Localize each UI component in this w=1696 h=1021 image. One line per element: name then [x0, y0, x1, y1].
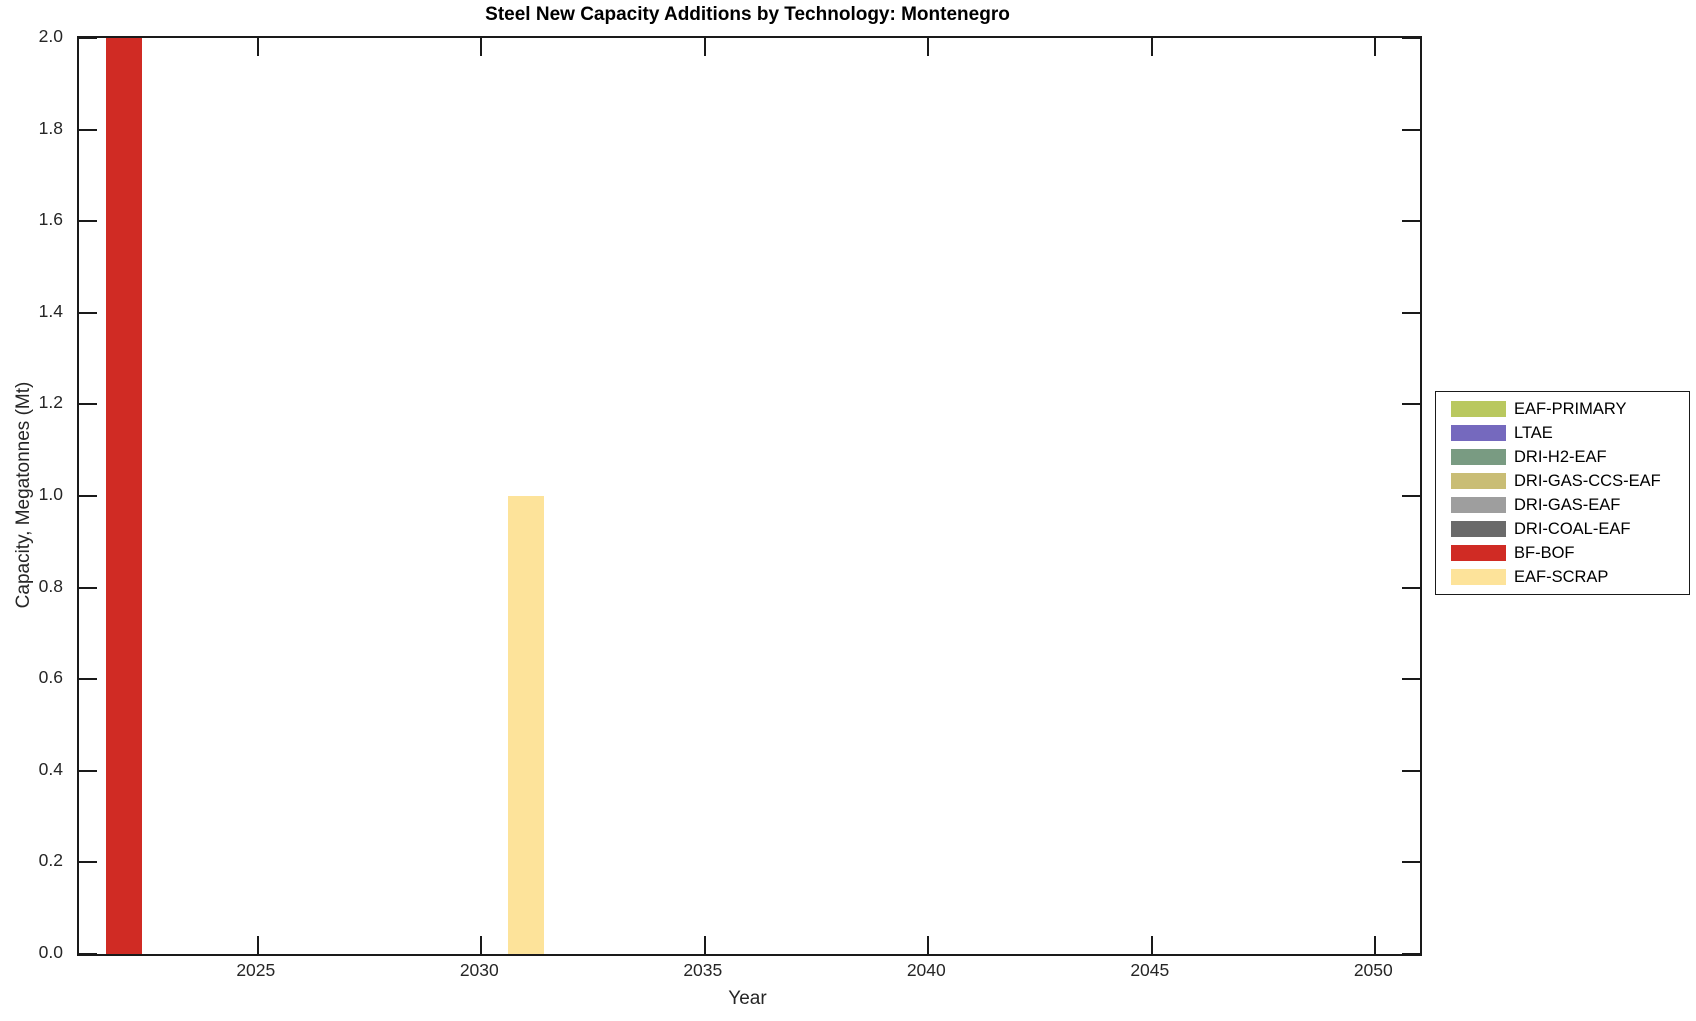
plot-area [77, 36, 1422, 956]
legend-label: EAF-PRIMARY [1514, 399, 1627, 418]
y-tick [79, 769, 97, 772]
legend-swatch [1451, 449, 1506, 465]
x-tick-top [1150, 38, 1153, 56]
y-tick [79, 128, 97, 131]
y-tick-right [1402, 128, 1420, 131]
legend-label: DRI-H2-EAF [1514, 447, 1607, 466]
y-tick [79, 311, 97, 314]
y-tick [79, 861, 97, 864]
y-tick [79, 495, 97, 497]
y-tick-right [1402, 953, 1420, 954]
chart-title: Steel New Capacity Additions by Technolo… [485, 4, 1010, 25]
y-tick-right [1402, 495, 1420, 497]
x-tick-top [703, 38, 706, 56]
x-tick-label: 2035 [683, 960, 723, 980]
y-tick-right [1402, 678, 1420, 681]
legend-swatch [1451, 569, 1506, 585]
x-tick [1374, 936, 1377, 954]
legend-label: DRI-GAS-CCS-EAF [1514, 471, 1661, 490]
y-tick [79, 220, 97, 223]
legend-row: EAF-PRIMARY [1436, 397, 1689, 421]
legend-row: DRI-COAL-EAF [1436, 517, 1689, 541]
x-tick [480, 936, 483, 954]
y-tick-right [1402, 586, 1420, 589]
bar-bf-bof [105, 38, 142, 954]
y-tick [79, 403, 97, 406]
legend-swatch [1451, 473, 1506, 489]
legend-swatch [1451, 545, 1506, 561]
x-tick [1150, 936, 1153, 954]
y-tick [79, 678, 97, 681]
legend-row: DRI-GAS-EAF [1436, 493, 1689, 517]
legend-row: BF-BOF [1436, 541, 1689, 565]
x-tick-label: 2045 [1130, 960, 1170, 980]
legend-swatch [1451, 401, 1506, 417]
x-tick-label: 2025 [236, 960, 276, 980]
y-tick-label: 2.0 [38, 26, 63, 46]
legend-row: DRI-H2-EAF [1436, 445, 1689, 469]
legend-row: EAF-SCRAP [1436, 565, 1689, 589]
y-tick-label: 0.6 [38, 667, 63, 688]
legend-row: LTAE [1436, 421, 1689, 445]
y-tick-label: 0.0 [38, 942, 63, 962]
legend-label: EAF-SCRAP [1514, 567, 1609, 586]
y-tick [79, 953, 97, 954]
y-tick-right [1402, 38, 1420, 39]
legend-swatch [1451, 425, 1506, 441]
x-tick-top [927, 38, 930, 56]
x-tick [256, 936, 259, 954]
x-tick-label: 2040 [906, 960, 946, 980]
legend-swatch [1451, 521, 1506, 537]
legend-swatch [1451, 497, 1506, 513]
x-tick-top [1374, 38, 1377, 56]
plot-inner [79, 38, 1420, 954]
y-tick [79, 586, 97, 589]
x-tick-label: 2030 [459, 960, 499, 980]
y-tick-label: 0.2 [38, 850, 63, 871]
y-tick-right [1402, 311, 1420, 314]
y-tick-label: 0.8 [38, 575, 63, 596]
x-tick [703, 936, 706, 954]
y-tick-label: 0.4 [38, 758, 63, 779]
y-tick-right [1402, 220, 1420, 223]
legend-label: DRI-COAL-EAF [1514, 519, 1631, 538]
y-tick-label: 1.2 [38, 392, 63, 413]
y-tick-right [1402, 769, 1420, 772]
legend: EAF-PRIMARY LTAE DRI-H2-EAF DRI-GAS-CCS-EAF… [1435, 391, 1690, 595]
y-tick-label: 1.8 [38, 117, 63, 138]
legend-label: DRI-GAS-EAF [1514, 495, 1621, 514]
y-tick-label: 1.6 [38, 209, 63, 230]
y-tick-right [1402, 861, 1420, 864]
bar-eaf-scrap [508, 496, 544, 954]
legend-label: BF-BOF [1514, 543, 1575, 562]
x-axis-label: Year [728, 988, 767, 1009]
legend-row: DRI-GAS-CCS-EAF [1436, 469, 1689, 493]
y-tick-label: 1.4 [38, 300, 63, 321]
y-tick-right [1402, 403, 1420, 406]
y-tick-label: 1.0 [38, 484, 63, 504]
x-tick [927, 936, 930, 954]
x-tick-label: 2050 [1353, 960, 1393, 980]
x-tick-top [256, 38, 259, 56]
legend-label: LTAE [1514, 423, 1553, 442]
x-tick-top [480, 38, 483, 56]
y-tick [79, 38, 97, 39]
